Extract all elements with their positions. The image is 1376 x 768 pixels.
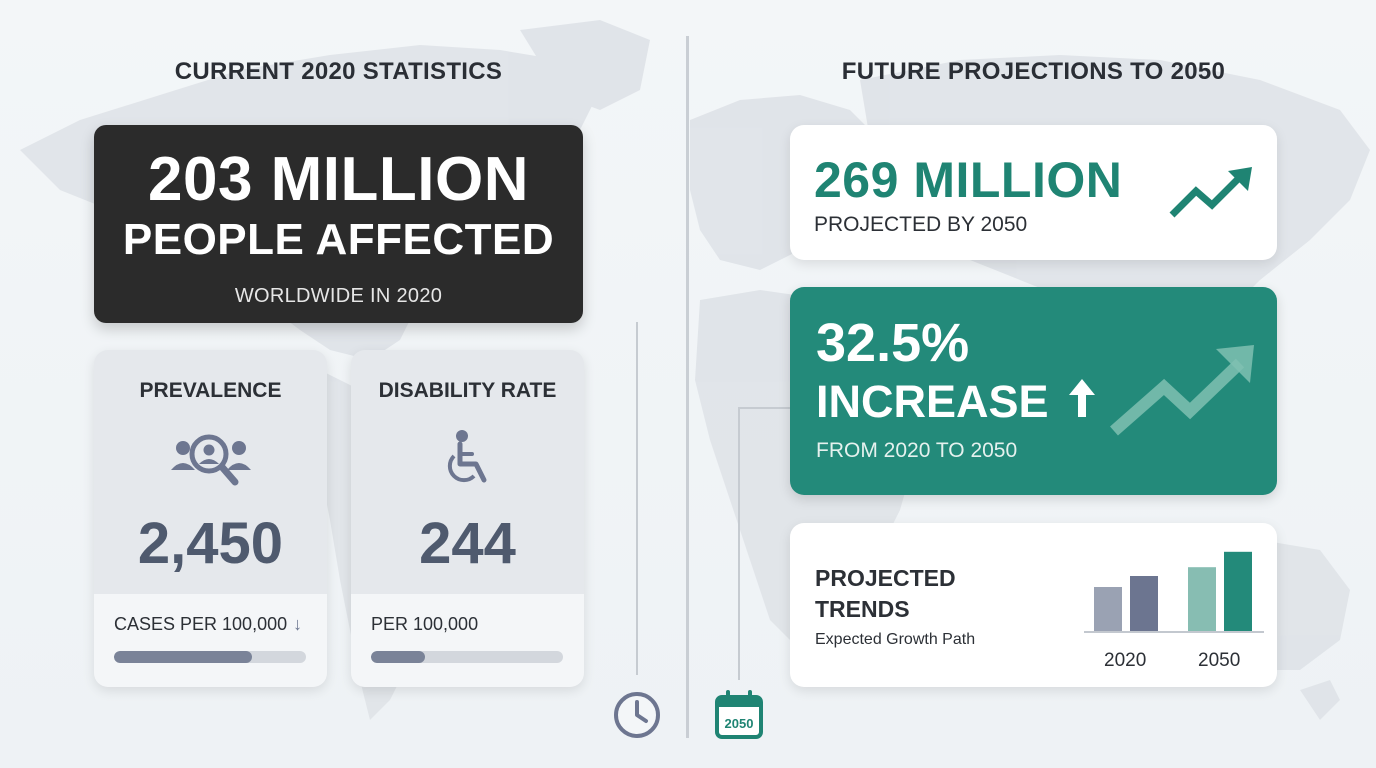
projected-trends-card: PROJECTED TRENDS Expected Growth Path 20… xyxy=(790,523,1277,687)
clock-icon xyxy=(612,690,662,745)
prevalence-unit: CASES PER 100,000 ↓ xyxy=(114,614,302,635)
disability-bar-fill xyxy=(371,651,425,663)
increase-card: 32.5% INCREASE FROM 2020 TO 2050 xyxy=(790,287,1277,495)
increase-label-row: INCREASE xyxy=(816,375,1097,429)
disability-bar xyxy=(371,651,563,663)
increase-value: 32.5% xyxy=(816,313,970,373)
prevalence-bar xyxy=(114,651,306,663)
disability-value: 244 xyxy=(419,511,516,576)
right-section-title: FUTURE PROJECTIONS TO 2050 xyxy=(841,58,1226,85)
trends-subtitle: Expected Growth Path xyxy=(815,631,976,648)
trend-bar xyxy=(1094,587,1122,631)
disability-title: DISABILITY RATE xyxy=(378,379,557,402)
center-divider xyxy=(686,36,689,738)
disability-card: DISABILITY RATE 244 PER 100,000 xyxy=(351,350,584,687)
trends-title-line1: PROJECTED xyxy=(815,565,956,591)
trend-bar xyxy=(1224,551,1252,631)
increase-subtitle: FROM 2020 TO 2050 xyxy=(816,439,1018,462)
trend-up-icon xyxy=(1110,345,1254,436)
prevalence-unit-label: CASES PER 100,000 xyxy=(114,614,288,634)
trends-bar-chart xyxy=(1084,551,1264,633)
disability-unit: PER 100,000 xyxy=(371,614,479,634)
projection-card: 269 MILLION PROJECTED BY 2050 xyxy=(790,125,1277,260)
prevalence-card-footer xyxy=(94,594,327,687)
hero-label: PEOPLE AFFECTED xyxy=(122,215,555,264)
trend-up-icon xyxy=(1169,167,1252,218)
calendar-icon: 2050 xyxy=(714,690,764,745)
left-section-title: CURRENT 2020 STATISTICS xyxy=(174,58,503,85)
prevalence-card: PREVALENCE 2,450 CASES PER 100,000 ↓ xyxy=(94,350,327,687)
hero-subtitle: WORLDWIDE IN 2020 xyxy=(234,285,443,307)
increase-label: INCREASE xyxy=(816,376,1049,427)
trends-title-line2: TRENDS xyxy=(815,596,910,622)
prevalence-bar-fill xyxy=(114,651,253,663)
projection-value: 269 MILLION xyxy=(814,152,1123,208)
trends-title: PROJECTED TRENDS xyxy=(815,563,956,625)
search-people-icon xyxy=(94,428,327,497)
hero-value: 203 MILLION xyxy=(147,145,529,214)
trend-bar xyxy=(1188,567,1216,631)
trend-bar xyxy=(1130,576,1158,631)
arrow-down-icon: ↓ xyxy=(293,614,303,634)
trend-x-label: 2020 xyxy=(1104,650,1147,671)
calendar-icon-text: 2050 xyxy=(725,716,754,731)
prevalence-title: PREVALENCE xyxy=(139,379,282,402)
arrow-up-icon xyxy=(1069,379,1096,417)
trend-x-label: 2050 xyxy=(1198,650,1241,671)
prevalence-value: 2,450 xyxy=(137,511,284,576)
hero-affected-card: 203 MILLION PEOPLE AFFECTED WORLDWIDE IN… xyxy=(94,125,583,323)
disability-card-footer xyxy=(351,594,584,687)
projection-subtitle: PROJECTED BY 2050 xyxy=(814,213,1028,236)
wheelchair-icon xyxy=(351,428,584,497)
